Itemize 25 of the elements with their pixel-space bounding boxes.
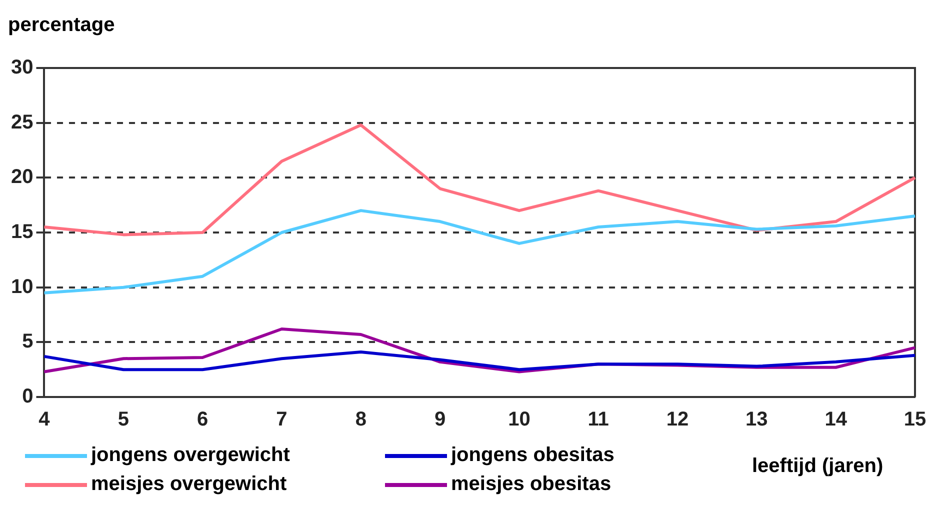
legend-label: jongens obesitas xyxy=(451,444,614,467)
x-tick-label: 12 xyxy=(666,408,689,431)
legend-label: meisjes overgewicht xyxy=(91,473,287,496)
x-tick-label: 15 xyxy=(904,408,926,431)
y-tick-label: 10 xyxy=(10,276,34,298)
y-tick-label: 20 xyxy=(10,166,34,188)
y-tick-label: 0 xyxy=(22,386,34,408)
y-axis-title: percentage xyxy=(8,14,115,37)
y-tick-label: 15 xyxy=(10,221,34,244)
y-tick-label: 5 xyxy=(22,330,34,353)
x-tick-label: 6 xyxy=(197,408,208,431)
legend-label: jongens overgewicht xyxy=(91,444,290,467)
x-tick-label: 10 xyxy=(508,408,530,431)
x-tick-label: 4 xyxy=(38,408,51,431)
x-tick-label: 5 xyxy=(118,408,129,431)
x-tick-label: 13 xyxy=(746,408,768,431)
x-tick-label: 11 xyxy=(588,408,609,431)
x-tick-label: 7 xyxy=(276,408,288,431)
y-tick-label: 30 xyxy=(10,56,34,79)
x-tick-label: 14 xyxy=(824,408,848,431)
x-tick-label: 8 xyxy=(355,408,366,431)
x-tick-label: 9 xyxy=(434,408,446,431)
legend-label: meisjes obesitas xyxy=(451,473,612,496)
y-tick-label: 25 xyxy=(10,111,34,134)
x-axis-title: leeftijd (jaren) xyxy=(752,455,884,478)
